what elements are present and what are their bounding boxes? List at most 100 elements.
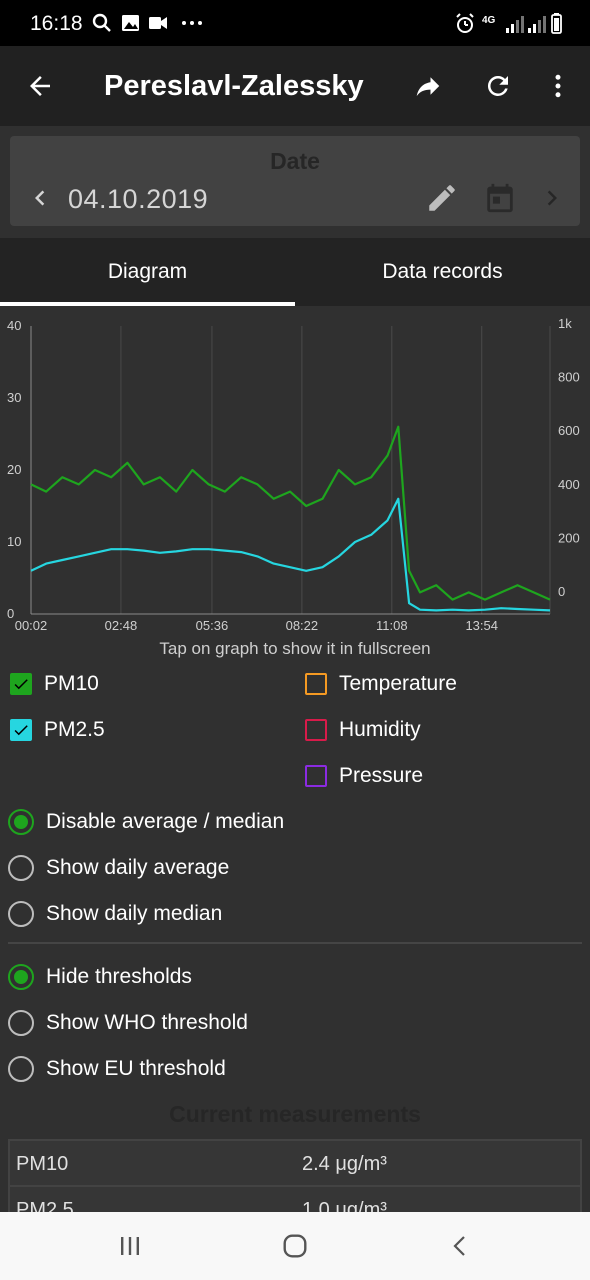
measurement-name: PM10 xyxy=(16,1153,69,1175)
share-button[interactable] xyxy=(408,66,448,106)
y-right-tick-label: 0 xyxy=(558,584,565,599)
edit-date-button[interactable] xyxy=(424,180,460,216)
y-right-tick-label: 800 xyxy=(558,370,580,385)
radio-button[interactable] xyxy=(8,809,34,835)
option-who-threshold[interactable]: Show WHO threshold xyxy=(8,1003,248,1043)
calendar-icon xyxy=(487,183,513,213)
pm25-label: PM2.5 xyxy=(44,718,105,741)
toggle-pressure[interactable]: Pressure xyxy=(305,758,423,794)
radio-button[interactable] xyxy=(8,901,34,927)
option-label: Show WHO threshold xyxy=(46,1011,248,1034)
table-row: PM10 2.4 μg/m³ xyxy=(10,1141,580,1185)
option-label: Show daily median xyxy=(46,902,223,925)
x-tick-label: 11:08 xyxy=(376,618,408,633)
image-icon xyxy=(122,15,139,31)
x-tick-label: 08:22 xyxy=(286,618,319,633)
refresh-icon xyxy=(487,75,508,96)
y-left-tick-label: 0 xyxy=(7,606,14,621)
pm10-label: PM10 xyxy=(44,672,99,695)
toggle-temperature[interactable]: Temperature xyxy=(305,666,457,702)
option-eu-threshold[interactable]: Show EU threshold xyxy=(8,1049,226,1089)
x-tick-label: 13:54 xyxy=(465,618,498,633)
recent-apps-button[interactable] xyxy=(110,1230,150,1262)
date-label: Date xyxy=(270,148,320,174)
measurements-table: PM10 2.4 μg/m³ PM2.5 1.0 μg/m³ xyxy=(8,1139,582,1219)
calendar-button[interactable] xyxy=(482,180,518,216)
home-button[interactable] xyxy=(275,1230,315,1262)
status-bar: 16:18 4G xyxy=(0,0,590,46)
chevron-left-icon xyxy=(35,190,45,206)
toggle-pm25[interactable]: PM2.5 xyxy=(10,712,105,748)
previous-date-button[interactable] xyxy=(22,180,58,216)
radio-button[interactable] xyxy=(8,855,34,881)
toggle-pm10[interactable]: PM10 xyxy=(10,666,99,702)
back-button[interactable] xyxy=(20,66,60,106)
refresh-button[interactable] xyxy=(478,66,518,106)
y-left-tick-label: 10 xyxy=(7,534,21,549)
toggle-humidity[interactable]: Humidity xyxy=(305,712,421,748)
y-right-tick-label: 600 xyxy=(558,423,580,438)
pm10-checkbox[interactable] xyxy=(10,673,32,695)
tab-bar: Diagram Data records xyxy=(0,238,590,306)
search-icon xyxy=(92,13,111,32)
option-daily-average[interactable]: Show daily average xyxy=(8,848,229,888)
tab-indicator xyxy=(0,302,295,306)
status-left-icons xyxy=(92,13,202,32)
back-arrow-icon xyxy=(30,76,50,96)
radio-button[interactable] xyxy=(8,1010,34,1036)
status-time: 16:18 xyxy=(30,12,83,35)
x-tick-label: 00:02 xyxy=(15,618,48,633)
overflow-menu-icon xyxy=(555,74,561,98)
pressure-checkbox[interactable] xyxy=(305,765,327,787)
y-right-tick-label: 1k xyxy=(558,318,572,331)
chevron-right-icon xyxy=(547,190,557,206)
system-back-button[interactable] xyxy=(440,1230,480,1262)
series-line-pm25 xyxy=(30,497,551,612)
video-camera-icon xyxy=(149,17,167,29)
next-date-button[interactable] xyxy=(534,180,570,216)
back-icon xyxy=(453,1236,465,1256)
divider xyxy=(8,942,582,944)
alarm-icon xyxy=(456,13,474,33)
app-bar: Pereslavl-Zalessky xyxy=(0,46,590,126)
measurement-value: 2.4 μg/m³ xyxy=(302,1153,387,1175)
check-icon xyxy=(14,679,28,690)
y-right-tick-label: 200 xyxy=(558,530,580,545)
temperature-checkbox[interactable] xyxy=(305,673,327,695)
option-label: Show daily average xyxy=(46,856,230,879)
option-disable-average[interactable]: Disable average / median xyxy=(8,802,284,842)
overflow-menu-button[interactable] xyxy=(538,66,578,106)
more-dots-icon xyxy=(182,21,202,25)
check-icon xyxy=(14,725,28,736)
option-label: Hide thresholds xyxy=(46,965,192,988)
y-left-tick-label: 20 xyxy=(7,462,21,477)
pm25-checkbox[interactable] xyxy=(10,719,32,741)
option-label: Show EU threshold xyxy=(46,1057,226,1080)
x-tick-label: 02:48 xyxy=(105,618,138,633)
temperature-label: Temperature xyxy=(339,672,457,695)
option-daily-median[interactable]: Show daily median xyxy=(8,894,222,934)
radio-button[interactable] xyxy=(8,964,34,990)
y-right-tick-label: 400 xyxy=(558,477,580,492)
option-hide-thresholds[interactable]: Hide thresholds xyxy=(8,957,192,997)
battery-icon xyxy=(551,13,562,34)
pressure-label: Pressure xyxy=(339,764,424,787)
pencil-icon xyxy=(429,185,455,211)
date-value[interactable]: 04.10.2019 xyxy=(68,184,209,214)
status-right-icons: 4G xyxy=(456,13,562,34)
y-left-tick-label: 30 xyxy=(7,390,21,405)
recent-apps-icon xyxy=(121,1237,139,1255)
home-icon xyxy=(283,1234,307,1258)
page-title: Pereslavl-Zalessky xyxy=(104,70,364,102)
humidity-checkbox[interactable] xyxy=(305,719,327,741)
y-left-tick-label: 40 xyxy=(7,318,21,333)
network-type: 4G xyxy=(482,15,496,26)
tab-diagram[interactable]: Diagram xyxy=(107,260,188,283)
option-label: Disable average / median xyxy=(46,810,285,833)
share-icon xyxy=(416,77,440,96)
radio-button[interactable] xyxy=(8,1056,34,1082)
chart-hint: Tap on graph to show it in fullscreen xyxy=(159,639,431,658)
tab-data-records[interactable]: Data records xyxy=(382,260,503,283)
x-tick-label: 05:36 xyxy=(196,618,229,633)
